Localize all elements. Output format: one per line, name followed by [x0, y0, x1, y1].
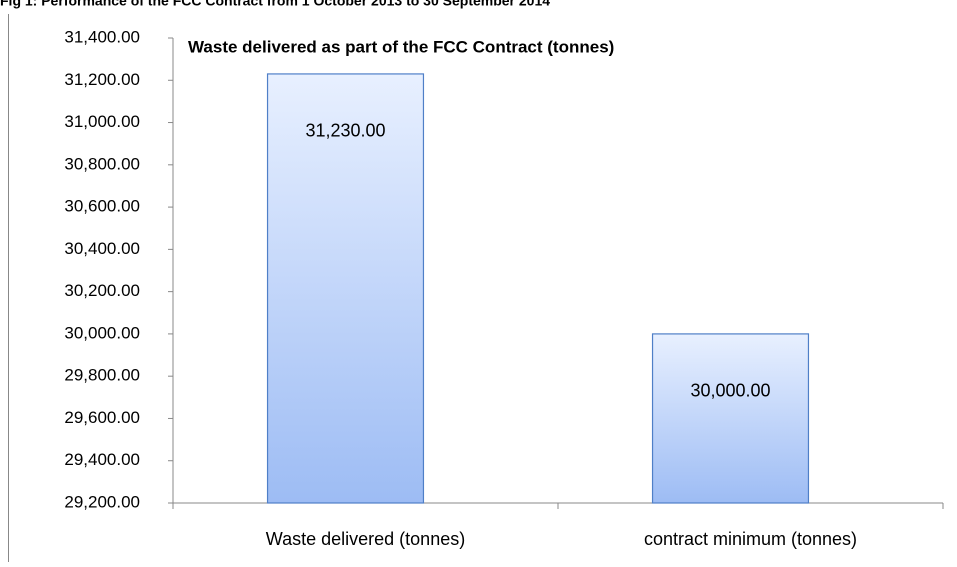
- data-label: 31,230.00: [305, 121, 385, 141]
- y-tick-label: 30,400.00: [64, 239, 140, 258]
- y-tick-label: 29,400.00: [64, 450, 140, 469]
- y-tick-label: 30,600.00: [64, 197, 140, 216]
- y-tick-label: 30,200.00: [64, 281, 140, 300]
- caption: Fig 1: Performance of the FCC Contract f…: [0, 0, 550, 9]
- y-tick-label: 30,000.00: [64, 323, 140, 342]
- y-tick-label: 31,000.00: [64, 112, 140, 131]
- y-tick-label: 31,200.00: [64, 70, 140, 89]
- y-tick-label: 29,200.00: [64, 492, 140, 511]
- y-tick-label: 31,400.00: [64, 27, 140, 46]
- bar: [266, 73, 425, 504]
- y-tick-label: 30,800.00: [64, 154, 140, 173]
- y-tick-label: 29,600.00: [64, 408, 140, 427]
- x-tick-label: contract minimum (tonnes): [644, 529, 857, 549]
- data-label: 30,000.00: [690, 381, 770, 401]
- y-tick-label: 29,800.00: [64, 366, 140, 385]
- chart-title: Waste delivered as part of the FCC Contr…: [188, 37, 614, 56]
- bar: [651, 333, 810, 504]
- x-tick-label: Waste delivered (tonnes): [266, 529, 465, 549]
